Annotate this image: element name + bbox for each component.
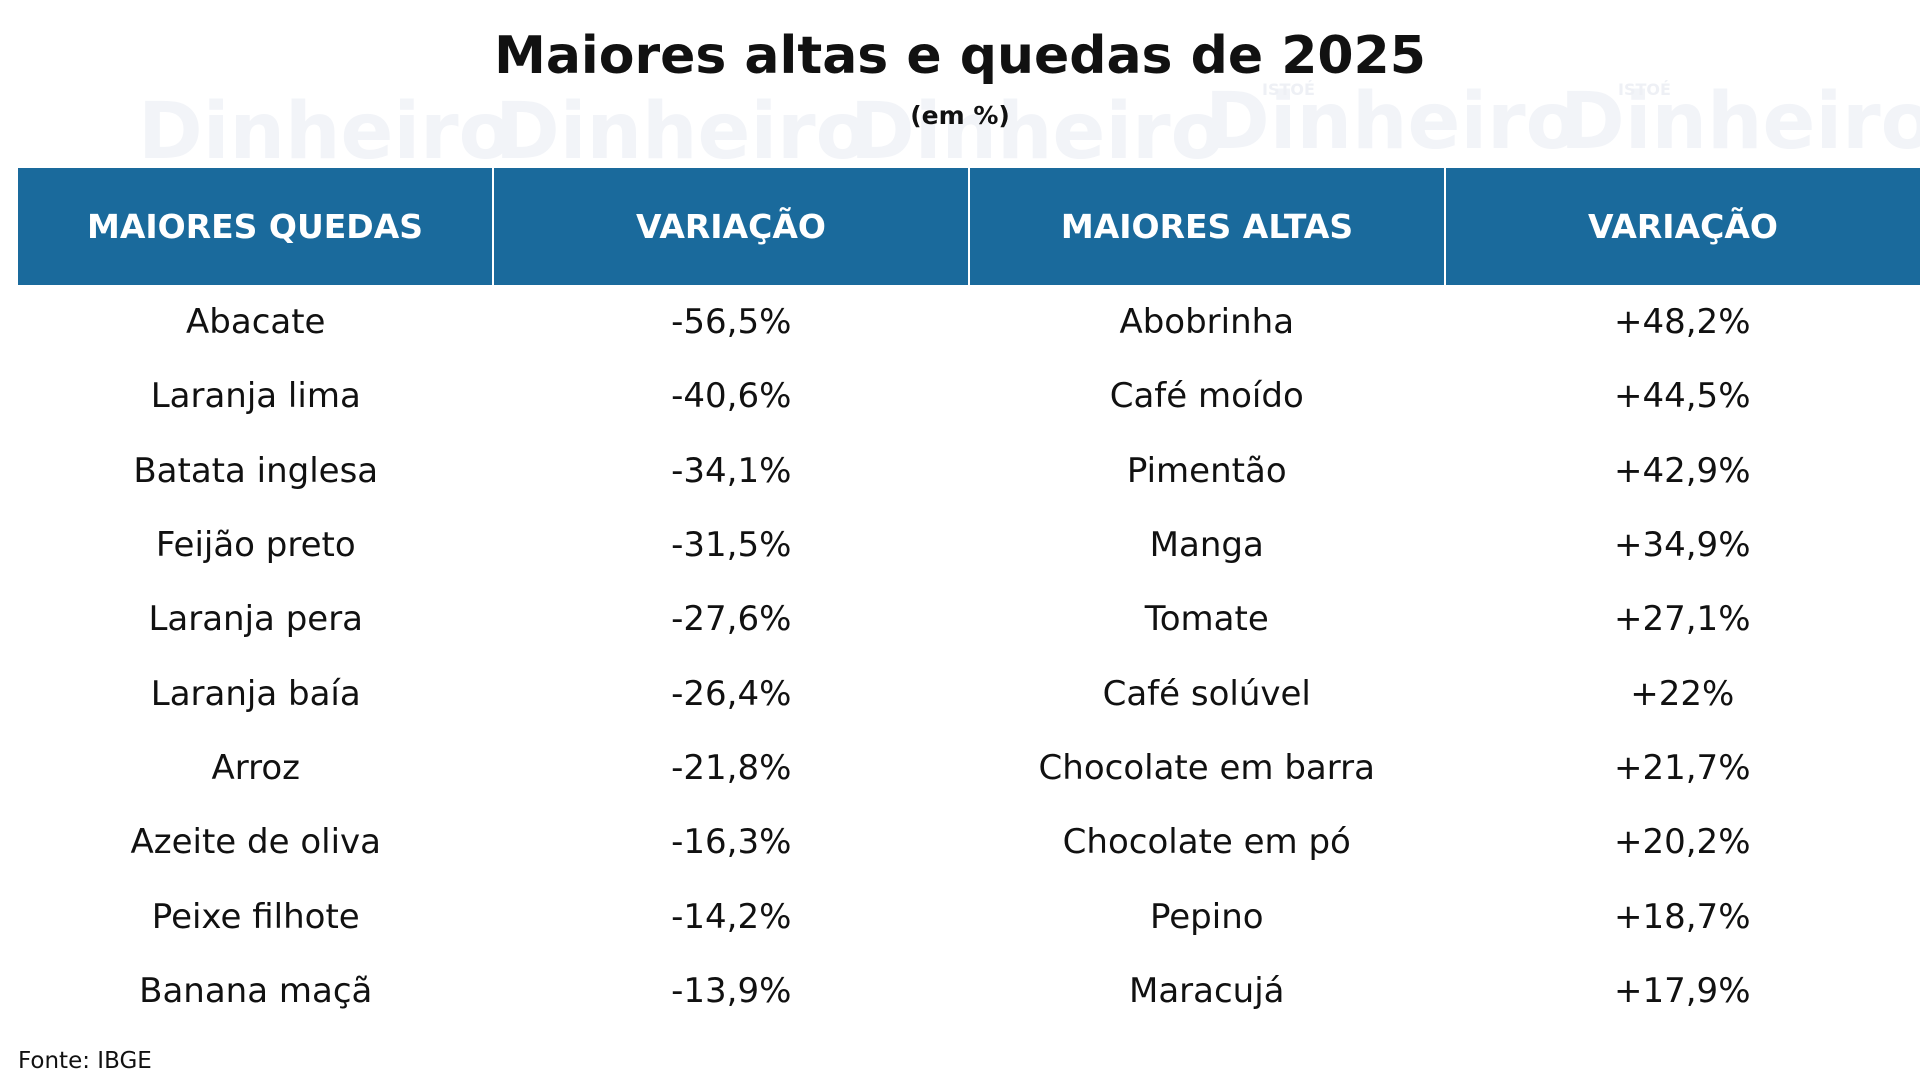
table-body: Abacate -56,5% Abobrinha +48,2% Laranja lima… [18, 285, 1920, 1028]
variation-cell: +22% [1630, 673, 1735, 714]
product-cell: Maracujá [1128, 970, 1285, 1011]
table-row: Feijão preto -31,5% Manga +34,9% [18, 508, 1920, 582]
product-cell: Laranja lima [150, 376, 361, 417]
watermark: Dinheiro [495, 87, 870, 177]
variation-cell: -40,6% [671, 376, 792, 417]
variation-cell: -56,5% [671, 302, 792, 343]
watermark: Dinheiro [850, 87, 1225, 177]
product-cell: Banana maçã [139, 970, 373, 1011]
variation-cell: +18,7% [1614, 896, 1751, 937]
column-header: VARIAÇÃO [1444, 168, 1920, 285]
product-cell: Peixe filhote [151, 896, 360, 937]
variation-cell: -14,2% [671, 896, 792, 937]
table-row: Azeite de oliva -16,3% Chocolate em pó +20,… [18, 805, 1920, 879]
column-header: MAIORES QUEDAS [86, 207, 423, 246]
variation-cell: -21,8% [671, 747, 792, 788]
product-cell: Abacate [186, 302, 326, 343]
variation-cell: +34,9% [1614, 525, 1751, 566]
variation-cell: -34,1% [671, 450, 792, 491]
product-cell: Café moído [1109, 376, 1304, 417]
variation-cell: +48,2% [1614, 302, 1751, 343]
product-cell: Feijão preto [155, 525, 356, 566]
table-row: Laranja lima -40,6% Café moído +44,5% [18, 359, 1920, 433]
product-cell: Chocolate em pó [1062, 822, 1351, 863]
product-cell: Arroz [211, 747, 301, 788]
subtitle: (em %) [910, 101, 1010, 130]
table-row: Batata inglesa -34,1% Pimentão +42,9% [18, 434, 1920, 508]
variation-cell: -27,6% [671, 599, 792, 640]
product-cell: Laranja baía [150, 673, 361, 714]
variation-cell: -31,5% [671, 525, 792, 566]
product-cell: Pimentão [1126, 450, 1287, 491]
product-cell: Café solúvel [1102, 673, 1311, 714]
table-row: Laranja pera -27,6% Tomate +27,1% [18, 582, 1920, 656]
table-row: Abacate -56,5% Abobrinha +48,2% [18, 285, 1920, 359]
title: Maiores altas e quedas de 2025 [494, 26, 1426, 86]
watermark-tag: ISTOÉ [1618, 80, 1671, 99]
variation-cell: +17,9% [1614, 970, 1751, 1011]
variation-cell: -13,9% [671, 970, 792, 1011]
product-cell: Manga [1149, 525, 1264, 566]
variation-cell: +20,2% [1614, 822, 1751, 863]
variation-cell: +42,9% [1614, 450, 1751, 491]
variation-cell: +27,1% [1614, 599, 1751, 640]
table-row: Banana maçã -13,9% Maracujá +17,9% [18, 954, 1920, 1028]
table-row: Arroz -21,8% Chocolate em barra +21,7% [18, 731, 1920, 805]
product-cell: Batata inglesa [133, 450, 379, 491]
watermark: Dinheiro [1560, 77, 1920, 167]
variation-cell: +44,5% [1614, 376, 1751, 417]
variation-cell: -26,4% [671, 673, 792, 714]
watermark: Dinheiro [138, 87, 513, 177]
variation-cell: -16,3% [671, 822, 792, 863]
product-cell: Pepino [1149, 896, 1264, 937]
variation-cell: +21,7% [1614, 747, 1751, 788]
product-cell: Abobrinha [1119, 302, 1295, 343]
watermark: Dinheiro [1205, 77, 1580, 167]
watermark-tag: ISTOÉ [1262, 80, 1315, 99]
source: Fonte: IBGE [18, 1048, 152, 1074]
table-header: MAIORES QUEDAS VARIAÇÃO MAIORES ALTAS VARIA… [18, 168, 1920, 285]
table-row: Peixe filhote -14,2% Pepino +18,7% [18, 879, 1920, 953]
table-row: Laranja baía -26,4% Café solúvel +22% [18, 656, 1920, 730]
column-header: VARIAÇÃO [492, 168, 968, 285]
product-cell: Chocolate em barra [1038, 747, 1375, 788]
product-cell: Azeite de oliva [130, 822, 381, 863]
product-cell: Laranja pera [148, 599, 364, 640]
column-header: MAIORES ALTAS [968, 168, 1444, 285]
product-cell: Tomate [1144, 599, 1269, 640]
